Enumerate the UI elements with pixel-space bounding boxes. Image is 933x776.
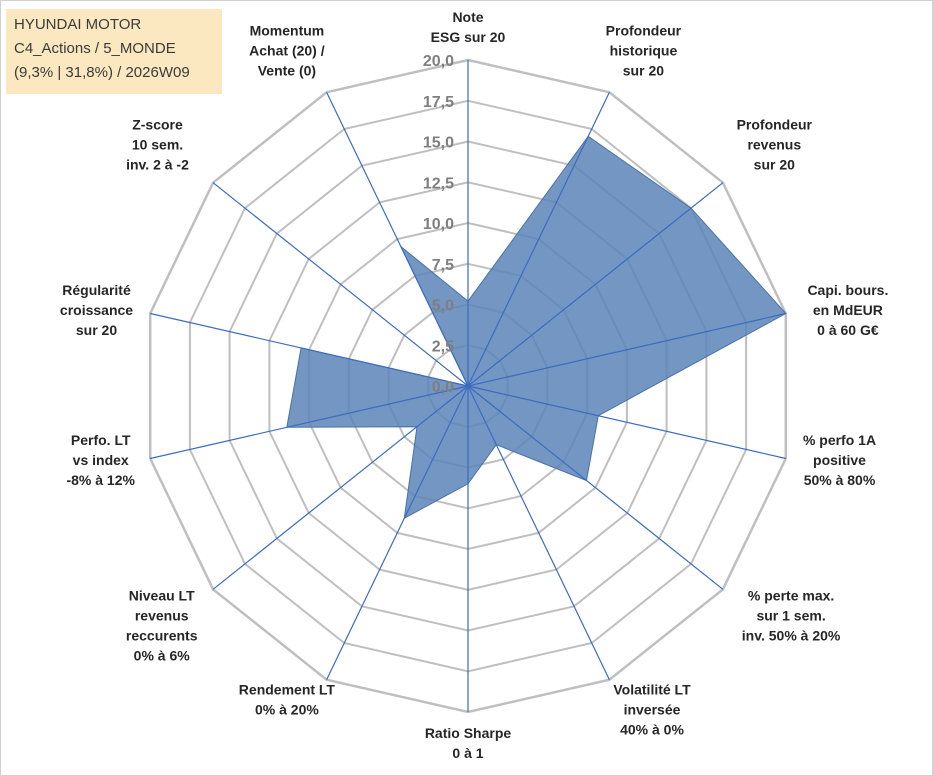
axis-spoke bbox=[467, 312, 786, 387]
axis-label: sur 20 bbox=[623, 63, 664, 79]
tick-label: 7,5 bbox=[432, 257, 454, 274]
axis-label: Note bbox=[452, 9, 483, 25]
axis-label: 40% à 0% bbox=[620, 722, 684, 738]
axis-label: 0 à 1 bbox=[452, 745, 483, 761]
axis-spoke bbox=[326, 385, 469, 680]
series-area bbox=[286, 135, 787, 520]
title-period: (9,3% | 31,8%) / 2026W09 bbox=[14, 64, 190, 81]
axis-label: Volatilité LT bbox=[613, 682, 691, 698]
tick-layer: 0,0 2,5 5,0 7,5 10,0 12,5 15,0 17,5 20,0 bbox=[423, 53, 454, 396]
axis-spoke bbox=[467, 385, 724, 590]
tick-label: 2,5 bbox=[432, 338, 454, 355]
axis-label: ESG sur 20 bbox=[431, 29, 506, 45]
tick-label: 10,0 bbox=[423, 216, 454, 233]
title-box: HYUNDAI MOTOR C4_Actions / 5_MONDE (9,3%… bbox=[6, 9, 222, 94]
tick-label: 5,0 bbox=[432, 298, 454, 315]
label-layer: Note ESG sur 20 Profondeur historique sur 20… bbox=[60, 9, 888, 761]
title-company: HYUNDAI MOTOR bbox=[14, 16, 142, 33]
axis-label: vs index bbox=[73, 452, 129, 468]
axis-label: 10 sem. bbox=[132, 136, 183, 152]
axis-label: sur 20 bbox=[754, 156, 795, 172]
axis-label: sur 20 bbox=[76, 322, 117, 338]
axis-spoke bbox=[467, 92, 610, 387]
axis-label: inv. 2 à -2 bbox=[126, 156, 189, 172]
axis-label: revenus bbox=[747, 136, 801, 152]
axis-spoke bbox=[467, 385, 786, 460]
tick-label: 17,5 bbox=[423, 94, 454, 111]
axis-label: 0% à 6% bbox=[134, 648, 191, 664]
series-layer bbox=[286, 135, 787, 520]
axis-label: 0 à 60 G€ bbox=[817, 322, 879, 338]
axis-label: Momentum bbox=[250, 23, 325, 39]
tick-label: 20,0 bbox=[423, 53, 454, 70]
axis-spoke bbox=[150, 312, 469, 387]
tick-label: 0,0 bbox=[432, 379, 454, 396]
axis-label: % perte max. bbox=[748, 588, 834, 604]
axis-label: en MdEUR bbox=[813, 302, 883, 318]
axis-label: % perfo 1A bbox=[803, 432, 876, 448]
axis-label: Niveau LT bbox=[129, 588, 195, 604]
axis-label: historique bbox=[610, 43, 678, 59]
axis-label: revenus bbox=[135, 608, 189, 624]
axis-label: Vente (0) bbox=[258, 63, 316, 79]
axis-label: Achat (20) / bbox=[249, 43, 325, 59]
axis-label: Profondeur bbox=[606, 23, 682, 39]
axis-label: Ratio Sharpe bbox=[425, 725, 512, 741]
axis-label: -8% à 12% bbox=[66, 472, 135, 488]
axis-label: inversée bbox=[624, 702, 681, 718]
axis-label: Capi. bours. bbox=[807, 282, 888, 298]
tick-label: 15,0 bbox=[423, 135, 454, 152]
axis-label: reccurents bbox=[126, 628, 198, 644]
axis-spoke bbox=[326, 92, 469, 387]
axis-spoke bbox=[212, 182, 469, 387]
axis-label: positive bbox=[813, 452, 866, 468]
axis-spoke bbox=[150, 385, 469, 460]
axis-label: 0% à 20% bbox=[255, 702, 319, 718]
axis-label: Perfo. LT bbox=[71, 432, 131, 448]
axis-label: Z-score bbox=[132, 116, 183, 132]
axis-spoke bbox=[467, 385, 610, 680]
axis-label: 50% à 80% bbox=[804, 472, 876, 488]
axis-spoke bbox=[467, 182, 724, 387]
title-category: C4_Actions / 5_MONDE bbox=[14, 40, 176, 57]
axis-label: Régularité bbox=[62, 282, 131, 298]
tick-label: 12,5 bbox=[423, 175, 454, 192]
axis-label: Rendement LT bbox=[239, 682, 336, 698]
axis-label: inv. 50% à 20% bbox=[742, 628, 841, 644]
axis-layer bbox=[150, 60, 786, 712]
axis-label: sur 1 sem. bbox=[756, 608, 825, 624]
axis-label: Profondeur bbox=[737, 116, 813, 132]
axis-label: croissance bbox=[60, 302, 133, 318]
axis-spoke bbox=[212, 385, 469, 590]
